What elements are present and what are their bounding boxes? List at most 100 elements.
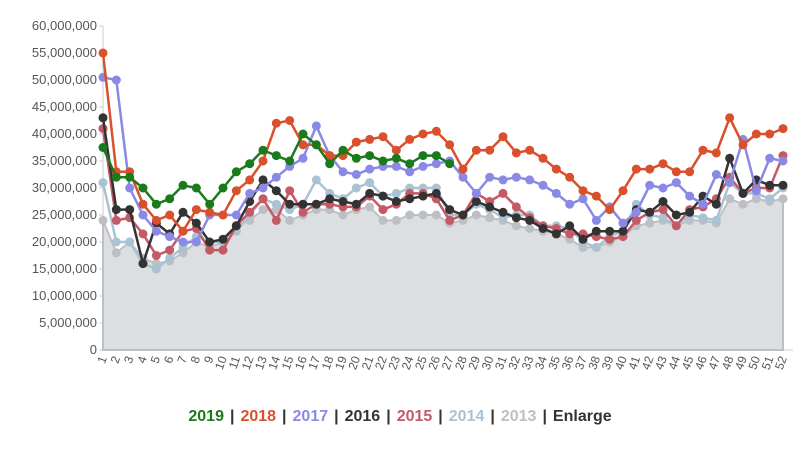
x-tick-label: 25 [412, 354, 430, 372]
point [98, 48, 108, 58]
point [605, 234, 615, 244]
legend-separator: | [490, 408, 495, 425]
point [378, 205, 388, 215]
x-tick-label: 33 [519, 354, 537, 372]
x-tick-label: 32 [505, 354, 523, 372]
x-tick-label: 6 [161, 354, 177, 365]
point [218, 234, 228, 244]
x-tick-label: 44 [665, 354, 683, 372]
point [271, 118, 281, 128]
x-tick-label: 37 [572, 354, 590, 372]
x-tick-label: 48 [719, 354, 737, 372]
x-tick-label: 16 [292, 354, 310, 372]
point [765, 194, 775, 204]
point [125, 237, 135, 247]
x-tick-label: 21 [359, 354, 377, 372]
legend-entry[interactable]: 2019 [188, 408, 224, 425]
point [258, 194, 268, 204]
point [431, 210, 441, 220]
x-tick-label: 19 [332, 354, 350, 372]
x-tick-label: 40 [612, 354, 630, 372]
y-tick-label: 25,000,000 [32, 207, 97, 222]
point [578, 186, 588, 196]
x-tick-label: 24 [399, 354, 417, 372]
x-tick-label: 45 [679, 354, 697, 372]
y-tick-label: 45,000,000 [32, 99, 97, 114]
x-tick-label: 14 [265, 354, 283, 372]
y-tick-label: 15,000,000 [32, 261, 97, 276]
point [471, 188, 481, 198]
point [525, 215, 535, 225]
point [458, 210, 468, 220]
point [205, 199, 215, 209]
legend-entry[interactable]: 2014 [448, 408, 485, 425]
y-tick-label: 20,000,000 [32, 234, 97, 249]
point [578, 194, 588, 204]
point [311, 140, 321, 150]
point [218, 245, 228, 255]
point [685, 207, 695, 217]
point [338, 197, 348, 206]
point [591, 215, 601, 225]
point [711, 148, 721, 158]
point [658, 213, 668, 223]
legend-entry[interactable]: 2017 [292, 408, 329, 425]
y-tick-label: 55,000,000 [32, 45, 97, 60]
x-tick-label: 7 [174, 354, 190, 365]
point [645, 207, 655, 217]
x-tick-label: 11 [226, 354, 244, 371]
x-tick-label: 35 [545, 354, 563, 372]
point [165, 194, 175, 204]
x-tick-label: 52 [772, 354, 790, 372]
point [285, 156, 295, 166]
point [471, 145, 481, 155]
point [431, 151, 441, 161]
point [538, 224, 548, 233]
point [658, 183, 668, 193]
legend-entry[interactable]: 2018 [240, 408, 277, 425]
point [151, 215, 161, 225]
legend-entry[interactable]: 2013 [500, 408, 537, 425]
point [778, 180, 788, 190]
point [685, 167, 695, 177]
enlarge-link[interactable]: Enlarge [552, 408, 612, 425]
point [138, 210, 148, 220]
x-tick-label: 1 [94, 354, 110, 365]
point [325, 194, 335, 204]
point [378, 132, 388, 142]
point [605, 205, 615, 215]
point [605, 226, 615, 236]
point [231, 186, 241, 196]
legend-entry[interactable]: 2016 [344, 408, 381, 425]
point [338, 167, 348, 177]
point [485, 145, 495, 155]
point [565, 172, 575, 182]
point [391, 153, 401, 163]
x-tick-label: 47 [705, 354, 723, 372]
point [725, 178, 735, 188]
point [271, 199, 281, 209]
point [431, 159, 441, 169]
y-tick-label: 0 [90, 342, 97, 357]
point [778, 156, 788, 166]
point [618, 186, 628, 196]
point [445, 205, 455, 215]
point [271, 172, 281, 182]
point [98, 178, 108, 188]
x-tick-label: 13 [252, 354, 270, 372]
point [218, 210, 228, 220]
x-tick-label: 29 [465, 354, 483, 372]
point [298, 153, 308, 163]
point [645, 218, 655, 228]
point [471, 197, 481, 206]
point [191, 218, 201, 228]
x-tick-label: 8 [188, 354, 204, 365]
x-tick-label: 39 [599, 354, 617, 372]
point [98, 113, 108, 123]
x-tick-label: 43 [652, 354, 670, 372]
legend-entry[interactable]: 2015 [396, 408, 433, 425]
series [98, 129, 455, 209]
legend: 2019 | 2018 | 2017 | 2016 | 2015 | 2014 | 2013 | Enlar… [0, 408, 800, 426]
x-tick-label: 42 [639, 354, 657, 372]
point [111, 237, 121, 247]
